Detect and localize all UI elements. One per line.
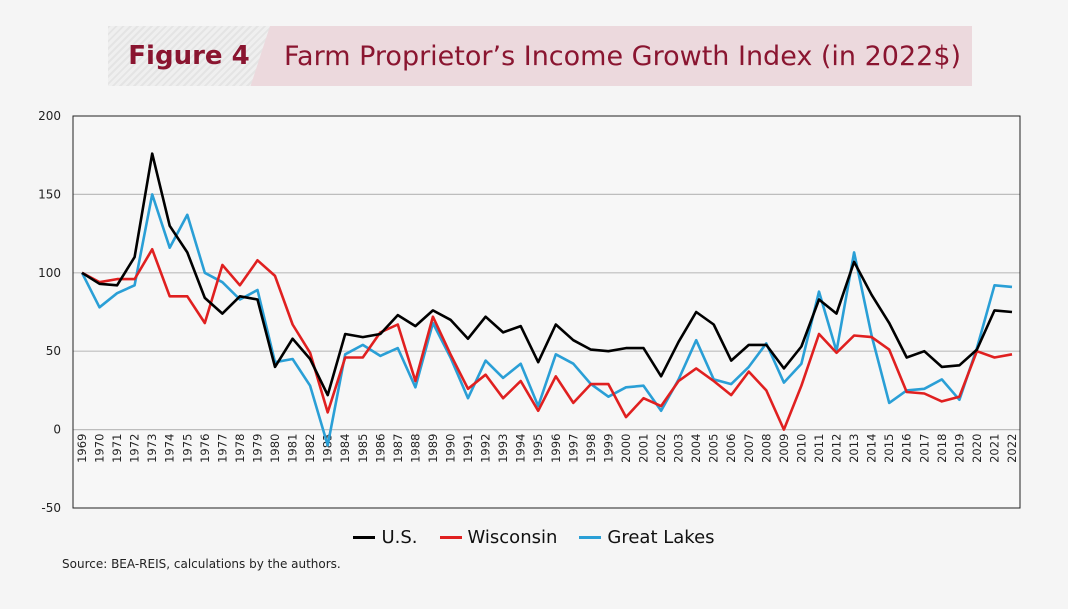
x-tick-label: 2003 bbox=[672, 434, 686, 463]
x-tick-label: 2009 bbox=[777, 434, 791, 463]
x-tick-label: 2010 bbox=[794, 434, 808, 463]
x-tick-label: 1993 bbox=[496, 434, 510, 463]
y-tick-label: 150 bbox=[38, 187, 61, 201]
x-tick-label: 1982 bbox=[303, 434, 317, 463]
source-note: Source: BEA-REIS, calculations by the au… bbox=[62, 557, 341, 571]
legend-label: Great Lakes bbox=[607, 527, 715, 548]
figure-banner: Figure 4 Farm Proprietor’s Income Growth… bbox=[108, 26, 972, 86]
x-tick-label: 1987 bbox=[391, 434, 405, 463]
legend-label: U.S. bbox=[381, 527, 418, 548]
legend-item: Great Lakes bbox=[579, 527, 715, 548]
x-tick-label: 1984 bbox=[338, 434, 352, 463]
x-tick-label: 1974 bbox=[163, 434, 177, 463]
x-tick-label: 1981 bbox=[286, 434, 300, 463]
legend-swatch bbox=[353, 536, 376, 539]
x-tick-label: 2008 bbox=[759, 434, 773, 463]
x-tick-label: 1975 bbox=[180, 434, 194, 463]
x-tick-label: 1979 bbox=[250, 434, 264, 463]
x-tick-label: 2019 bbox=[952, 434, 966, 463]
x-tick-label: 2011 bbox=[812, 434, 826, 463]
x-tick-label: 1996 bbox=[549, 434, 563, 463]
x-tick-label: 2002 bbox=[654, 434, 668, 463]
series-line-u-s bbox=[81, 152, 1013, 397]
x-tick-label: 1971 bbox=[110, 434, 124, 463]
x-tick-label: 2022 bbox=[1005, 434, 1019, 463]
legend-swatch bbox=[579, 536, 602, 539]
y-tick-label: -50 bbox=[41, 501, 61, 515]
x-tick-label: 1983 bbox=[321, 434, 335, 463]
x-tick-label: 2006 bbox=[724, 434, 738, 463]
x-tick-label: 2005 bbox=[707, 434, 721, 463]
y-tick-label: 0 bbox=[53, 423, 61, 437]
x-tick-label: 1994 bbox=[514, 434, 528, 463]
x-tick-label: 2020 bbox=[970, 434, 984, 463]
x-tick-label: 1978 bbox=[233, 434, 247, 463]
plot-area bbox=[73, 116, 1020, 508]
x-tick-label: 1980 bbox=[268, 434, 282, 463]
y-tick-label: 100 bbox=[38, 266, 61, 280]
plot-border bbox=[72, 115, 1021, 509]
x-tick-label: 1997 bbox=[566, 434, 580, 463]
x-tick-label: 2017 bbox=[917, 434, 931, 463]
x-tick-label: 2015 bbox=[882, 434, 896, 463]
legend-item: U.S. bbox=[353, 527, 418, 548]
x-tick-label: 1989 bbox=[426, 434, 440, 463]
figure-label: Figure 4 bbox=[108, 26, 270, 86]
y-tick-label: 200 bbox=[38, 109, 61, 123]
x-tick-label: 1985 bbox=[356, 434, 370, 463]
legend-label: Wisconsin bbox=[467, 527, 558, 548]
x-tick-label: 1988 bbox=[408, 434, 422, 463]
x-tick-label: 1969 bbox=[75, 434, 89, 463]
x-tick-label: 1973 bbox=[145, 434, 159, 463]
x-tick-label: 2013 bbox=[847, 434, 861, 463]
x-tick-label: 2004 bbox=[689, 434, 703, 463]
x-tick-label: 1999 bbox=[601, 434, 615, 463]
x-tick-label: 1976 bbox=[198, 434, 212, 463]
y-tick-label: 50 bbox=[46, 344, 61, 358]
legend: U.S. Wisconsin Great Lakes bbox=[0, 527, 1068, 548]
chart-title: Farm Proprietor’s Income Growth Index (i… bbox=[284, 40, 962, 72]
x-tick-label: 1977 bbox=[215, 434, 229, 463]
x-tick-label: 2000 bbox=[619, 434, 633, 463]
x-tick-label: 1992 bbox=[479, 434, 493, 463]
x-tick-label: 1972 bbox=[128, 434, 142, 463]
series-line-wisconsin bbox=[81, 248, 1013, 431]
legend-item: Wisconsin bbox=[439, 527, 558, 548]
x-tick-label: 1970 bbox=[93, 434, 107, 463]
x-tick-label: 2007 bbox=[742, 434, 756, 463]
x-tick-label: 2018 bbox=[935, 434, 949, 463]
x-tick-label: 2016 bbox=[900, 434, 914, 463]
x-tick-label: 2012 bbox=[830, 434, 844, 463]
x-tick-label: 2014 bbox=[865, 434, 879, 463]
x-tick-label: 1991 bbox=[461, 434, 475, 463]
x-tick-label: 1986 bbox=[373, 434, 387, 463]
x-tick-label: 1990 bbox=[443, 434, 457, 463]
x-tick-label: 2021 bbox=[987, 434, 1001, 463]
x-tick-label: 1998 bbox=[584, 434, 598, 463]
x-tick-label: 2001 bbox=[637, 434, 651, 463]
x-tick-label: 1995 bbox=[531, 434, 545, 463]
legend-swatch bbox=[439, 536, 462, 539]
